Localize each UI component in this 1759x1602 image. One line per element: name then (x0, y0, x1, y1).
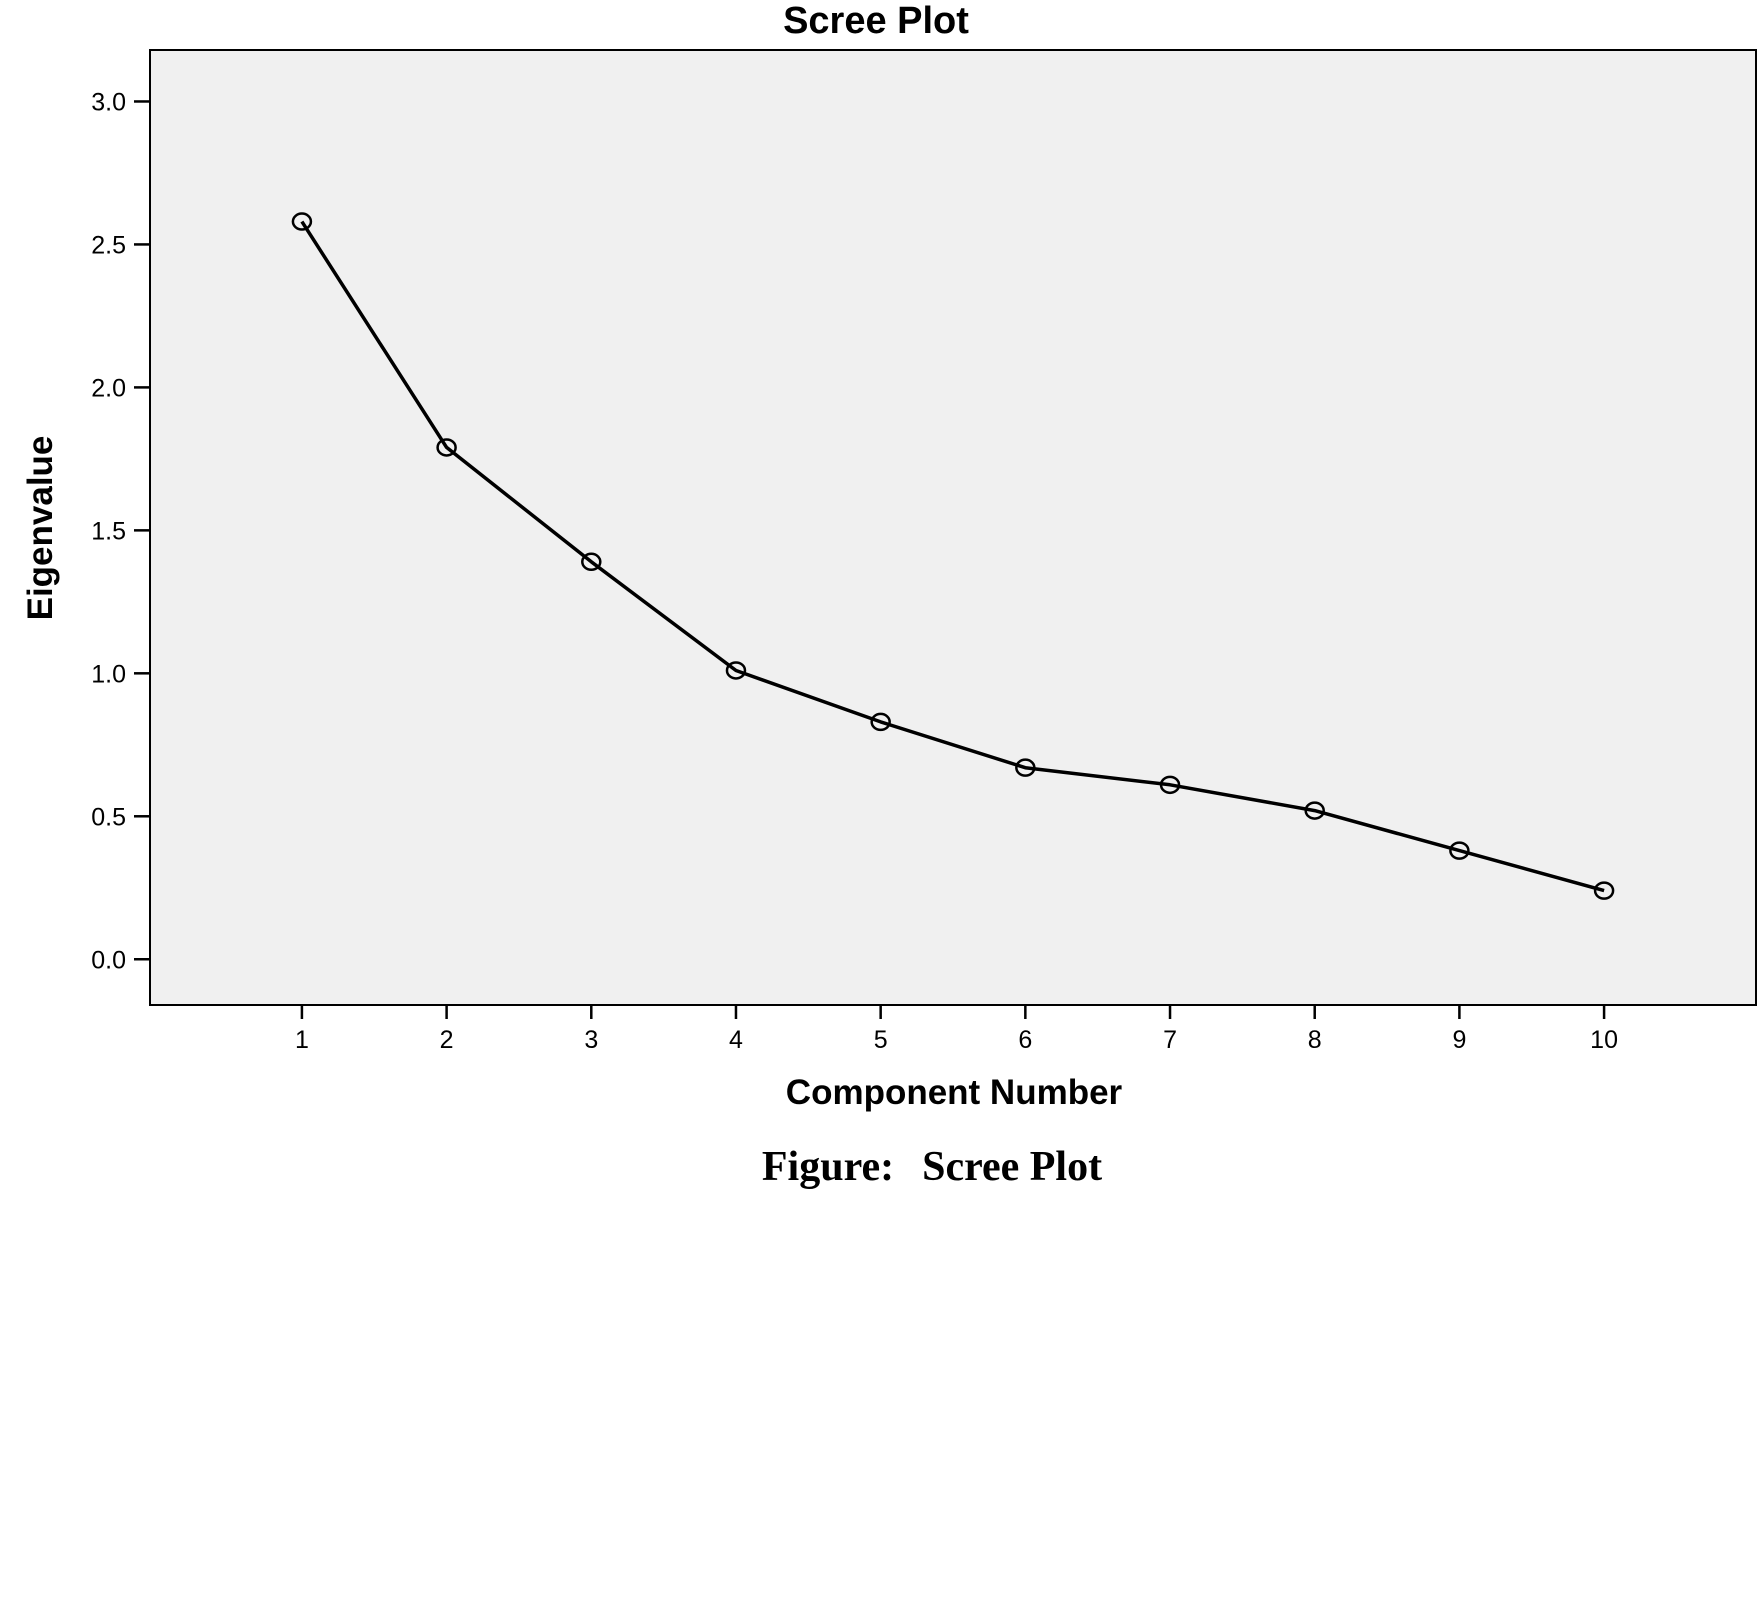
eigenvalue-series-line (300, 220, 1605, 893)
chart-title: Scree Plot (783, 0, 969, 42)
x-tick-label: 3 (584, 1026, 598, 1054)
plot-area (149, 49, 1757, 1006)
data-point (436, 438, 457, 457)
data-point (870, 712, 891, 732)
data-point (581, 552, 602, 572)
y-tick-label: 0.5 (91, 803, 126, 831)
data-point (725, 661, 747, 680)
x-tick-label: 7 (1163, 1026, 1177, 1054)
x-tick-label: 5 (874, 1026, 888, 1054)
eigenvalue-points (291, 212, 1615, 900)
data-point (1593, 881, 1615, 900)
figure-caption-text: Scree Plot (922, 1144, 1102, 1190)
data-point (291, 212, 313, 231)
x-tick-label: 1 (295, 1026, 309, 1054)
y-tick-label: 1.5 (91, 517, 126, 545)
y-tick-label: 2.0 (91, 374, 126, 402)
y-tick-label: 2.5 (91, 231, 126, 259)
data-point (1449, 841, 1470, 860)
y-tick-label: 3.0 (91, 88, 126, 116)
x-tick-label: 10 (1590, 1026, 1618, 1054)
x-tick-label: 9 (1452, 1026, 1466, 1054)
figure-caption: Figure: Scree Plot (762, 1144, 1102, 1190)
x-tick-label: 8 (1308, 1026, 1322, 1054)
y-axis-label: Eigenvalue (21, 436, 60, 621)
x-tick-label: 2 (440, 1026, 454, 1054)
figure-caption-prefix: Figure: (762, 1144, 894, 1190)
y-tick-label: 0.0 (91, 946, 126, 974)
y-axis: 0.0 0.5 1.0 1.5 2.0 2.5 3.0 (91, 88, 150, 974)
data-point (1304, 801, 1325, 820)
x-tick-label: 6 (1018, 1026, 1032, 1054)
x-tick-label: 4 (729, 1026, 743, 1054)
x-axis-label: Component Number (786, 1073, 1123, 1112)
x-axis: 1 2 3 4 5 6 7 8 9 10 (295, 1005, 1618, 1054)
data-point (1015, 758, 1036, 777)
y-tick-label: 1.0 (91, 660, 126, 688)
data-point (1159, 775, 1181, 795)
